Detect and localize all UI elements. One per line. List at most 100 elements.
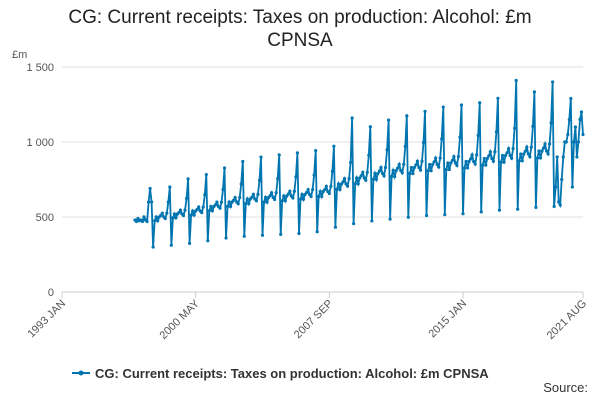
point (396, 166, 400, 170)
point (540, 149, 544, 153)
point (478, 101, 482, 105)
point (286, 192, 290, 196)
point (195, 207, 199, 211)
point (172, 212, 177, 216)
point (476, 133, 480, 137)
point (394, 168, 398, 173)
point (210, 209, 214, 213)
point (297, 231, 301, 236)
point (247, 202, 251, 206)
point (361, 170, 365, 174)
point (250, 195, 254, 199)
point (260, 233, 265, 237)
point (561, 155, 565, 159)
point (547, 142, 552, 146)
point (300, 192, 304, 197)
point (380, 171, 385, 176)
point (526, 152, 530, 156)
point (417, 165, 421, 170)
legend-marker (78, 370, 84, 376)
point (213, 203, 218, 207)
point (342, 177, 347, 181)
point (142, 215, 146, 219)
point (549, 121, 553, 125)
point (229, 204, 233, 209)
point (520, 159, 524, 163)
point (318, 189, 322, 194)
point (570, 185, 574, 189)
point (169, 243, 173, 247)
point (200, 211, 204, 215)
point (386, 118, 391, 122)
point (490, 156, 494, 161)
point (383, 165, 388, 170)
point (146, 200, 151, 204)
point (259, 155, 263, 159)
point (447, 167, 451, 172)
point (349, 160, 353, 164)
point (487, 154, 491, 158)
point (560, 177, 564, 182)
point (315, 230, 319, 234)
point (332, 144, 336, 148)
point (189, 213, 193, 217)
point (534, 205, 538, 209)
point (204, 172, 208, 177)
point (499, 160, 503, 164)
point (379, 165, 383, 170)
point (215, 200, 219, 204)
point (403, 144, 407, 148)
point (292, 189, 296, 193)
point (206, 239, 210, 243)
point (531, 124, 535, 128)
point (440, 137, 444, 141)
point (449, 161, 453, 165)
point (462, 166, 467, 170)
point (508, 153, 512, 158)
point (505, 151, 509, 155)
point (429, 169, 433, 173)
point (525, 145, 529, 149)
point (479, 210, 483, 214)
point (241, 159, 245, 164)
point (367, 153, 371, 157)
point (163, 216, 167, 221)
point (541, 146, 546, 150)
x-tick-label: 2015 JAN (426, 298, 469, 341)
point (485, 156, 489, 161)
point (443, 213, 447, 217)
point (197, 205, 201, 209)
point (219, 200, 224, 204)
point (159, 213, 163, 218)
point (581, 132, 585, 137)
point (338, 187, 342, 191)
point (494, 130, 499, 134)
point (441, 105, 445, 109)
point (238, 195, 242, 200)
point (236, 202, 240, 206)
point (423, 109, 427, 113)
point (482, 156, 486, 161)
point (552, 204, 556, 209)
point (408, 172, 412, 176)
y-tick-label: 500 (36, 212, 54, 224)
point (510, 156, 514, 160)
point (280, 199, 284, 203)
point (444, 167, 448, 172)
point (263, 195, 268, 200)
point (257, 178, 262, 182)
point (317, 194, 321, 199)
point (491, 159, 495, 163)
y-tick-label: 0 (48, 287, 54, 299)
point (288, 189, 292, 193)
point (262, 200, 266, 204)
point (245, 197, 249, 201)
point (153, 219, 157, 223)
point (544, 149, 549, 153)
point (165, 211, 169, 215)
point (473, 162, 477, 166)
point (171, 216, 175, 220)
point (484, 163, 488, 167)
point (151, 245, 155, 249)
